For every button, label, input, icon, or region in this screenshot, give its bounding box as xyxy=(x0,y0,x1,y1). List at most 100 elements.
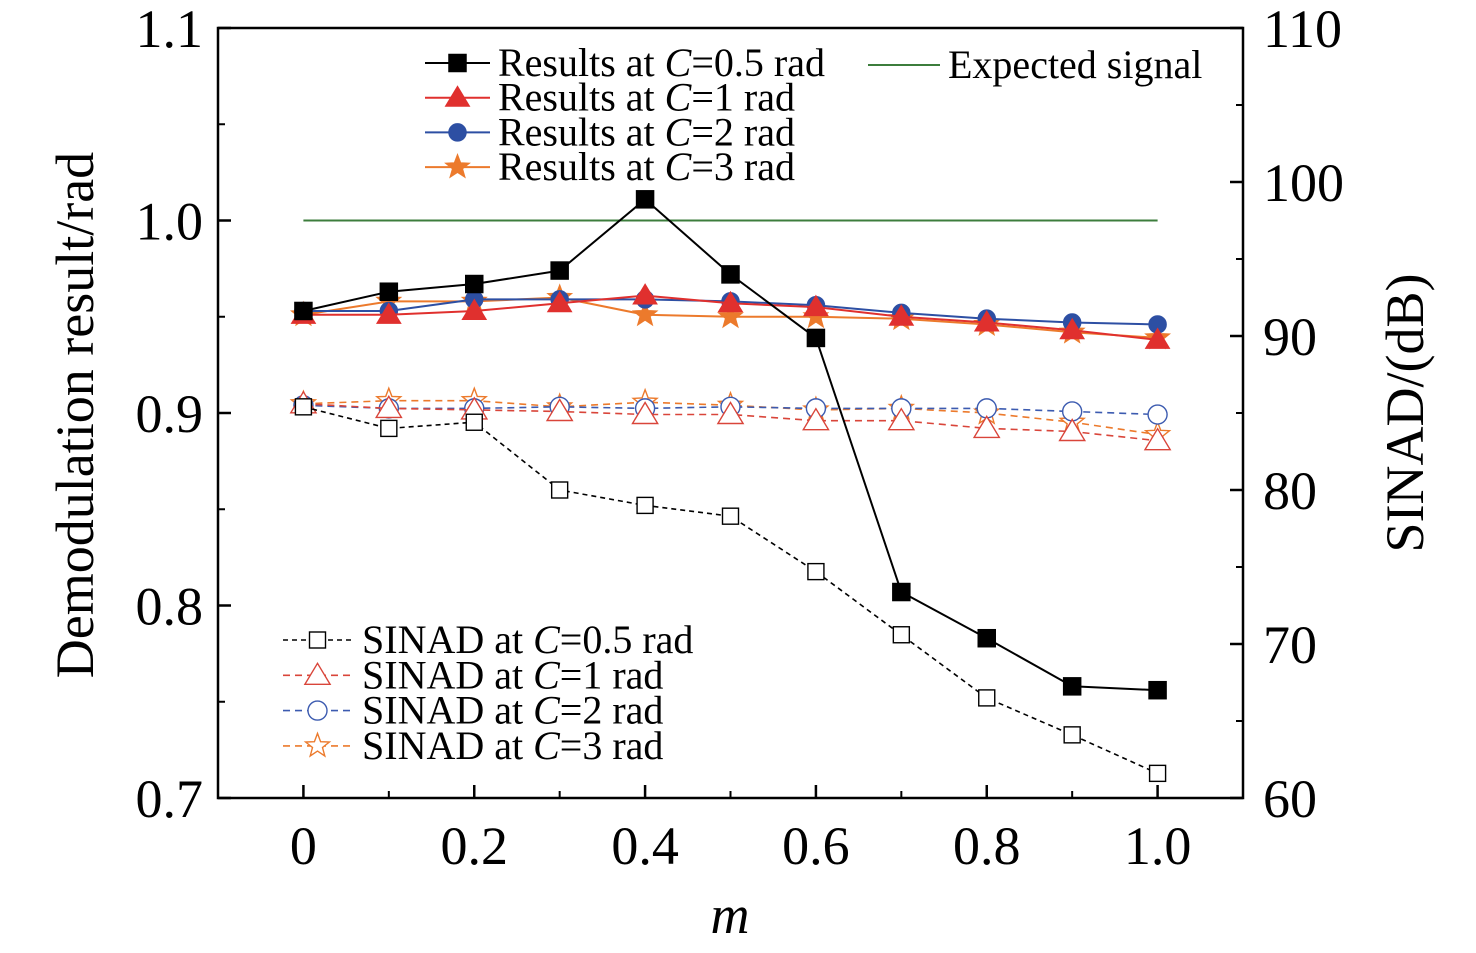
legend-entry-sinad-at-c-0-5-rad: SINAD at C=0.5 rad xyxy=(283,617,693,662)
results-at-c-1-rad-point xyxy=(803,294,829,317)
results-at-c-0-5-rad-point xyxy=(635,190,655,209)
sinad-at-c-0-5-rad-point xyxy=(978,689,996,707)
results-at-c-1-rad-point xyxy=(546,290,573,313)
legend-label: Results at C=1 rad xyxy=(498,75,795,120)
results-at-c-0-5-rad-point xyxy=(892,582,911,602)
y-axis-label: Demodulation result/rad xyxy=(45,152,105,678)
results-at-c-1-rad-point xyxy=(1059,317,1086,340)
sinad-at-c-0-5-rad-point xyxy=(892,626,911,644)
legend-entry-results-at-c-1-rad: Results at C=1 rad xyxy=(425,75,795,120)
legend-entry-sinad-at-c-3-rad: SINAD at C=3 rad xyxy=(283,723,663,768)
sinad-at-c-0-5-rad-point xyxy=(550,481,569,499)
legend-marker xyxy=(307,700,328,721)
sinad-at-c-0-5-rad-point xyxy=(1063,726,1081,744)
legend-label: SINAD at C=0.5 rad xyxy=(362,617,693,662)
y-tick-label: 0.8 xyxy=(136,577,204,637)
legend-marker xyxy=(444,85,471,107)
results-at-c-0-5-rad-point xyxy=(1062,677,1082,696)
legend-entry-results-at-c-0-5-rad: Results at C=0.5 rad xyxy=(425,40,825,85)
sinad-at-c-1-rad-point xyxy=(802,407,830,431)
results-at-c-0-5-rad-point xyxy=(379,282,399,301)
y2-axis-label: SINAD/(dB) xyxy=(1375,274,1435,553)
sinad-at-c-0-5-rad-point xyxy=(807,562,825,581)
x-tick-label: 0.2 xyxy=(441,816,509,876)
results-at-c-1-rad-point xyxy=(375,302,402,324)
sinad-at-c-1-rad-point xyxy=(1058,418,1087,442)
x-tick-label: 0.6 xyxy=(782,816,850,876)
legend-marker xyxy=(448,123,467,142)
legend-label: Results at C=2 rad xyxy=(498,109,795,154)
sinad-at-c-0-5-rad-point xyxy=(1148,764,1167,783)
y-tick-label: 1.0 xyxy=(136,192,204,252)
results-at-c-0-5-rad-point xyxy=(465,274,484,294)
sinad-at-c-1-rad-point xyxy=(1143,427,1172,451)
sinad-at-c-0-5-rad-line xyxy=(303,406,1158,775)
legend-label: Results at C=3 rad xyxy=(498,144,795,189)
sinad-at-c-2-rad-point xyxy=(976,398,997,419)
legend-label: Expected signal xyxy=(948,42,1202,87)
y2-tick-label: 110 xyxy=(1263,0,1342,59)
legend-label: SINAD at C=3 rad xyxy=(362,723,663,768)
results-at-c-0-5-rad-point xyxy=(1148,680,1167,700)
legend-marker xyxy=(448,53,467,73)
legend-label: Results at C=0.5 rad xyxy=(498,40,825,85)
results-at-c-1-rad-point xyxy=(973,310,1000,332)
sinad-at-c-1-rad-point xyxy=(631,401,659,425)
sinad-at-c-2-rad-line xyxy=(303,404,1158,416)
sinad-at-c-0-5-rad-point xyxy=(721,507,740,525)
legend-entry-expected-signal: Expected signal xyxy=(868,42,1202,87)
results-at-c-1-rad-point xyxy=(888,304,915,326)
y2-tick-label: 80 xyxy=(1263,461,1317,521)
axes: 0 0.2 0.4 0.6 0.8 1.0 0.7 0.8 0.9 1.0 1.1 60 70 80 90 1… xyxy=(136,0,1345,876)
x-axis-label: m xyxy=(711,885,750,945)
legend-label: SINAD at C=2 rad xyxy=(362,688,663,733)
x-tick-label: 0.4 xyxy=(611,816,679,876)
series-layer xyxy=(289,190,1172,783)
y-tick-label: 0.9 xyxy=(136,384,204,444)
sinad-at-c-2-rad-point xyxy=(1061,401,1083,422)
results-at-c-0-5-rad-point xyxy=(721,265,740,284)
sinad-at-c-0-5-rad-point xyxy=(380,419,398,438)
legend-marker xyxy=(444,152,471,179)
results-at-c-0-5-rad-series xyxy=(294,190,1167,700)
sinad-at-c-1-rad-point xyxy=(374,395,403,419)
legend-label: SINAD at C=1 rad xyxy=(362,652,663,697)
sinad-at-c-1-rad-line xyxy=(303,403,1158,442)
x-tick-label: 1.0 xyxy=(1124,816,1192,876)
results-at-c-0-5-rad-point xyxy=(806,328,826,348)
sinad-at-c-1-rad-point xyxy=(716,401,745,425)
x-tick-label: 0 xyxy=(290,816,317,876)
y-tick-label: 1.1 xyxy=(136,0,204,59)
results-at-c-1-rad-series xyxy=(290,283,1171,349)
legend-marker xyxy=(308,631,327,649)
sinad-at-c-0-5-rad-point xyxy=(465,413,483,431)
results-at-c-1-rad-point xyxy=(717,290,744,313)
results-at-c-3-rad-point xyxy=(631,300,659,327)
x-tick-label: 0.8 xyxy=(953,816,1021,876)
results-at-c-3-rad-point xyxy=(717,302,744,329)
sinad-at-c-1-rad-point xyxy=(972,415,1001,439)
results-at-c-0-5-rad-point xyxy=(550,261,569,280)
y2-tick-label: 60 xyxy=(1263,769,1317,829)
sinad-at-c-0-5-rad-point xyxy=(636,496,654,515)
sinad-at-c-2-rad-point xyxy=(1147,404,1168,425)
results-at-c-1-rad-point xyxy=(632,283,658,305)
y2-tick-label: 100 xyxy=(1263,153,1344,213)
y-tick-label: 0.7 xyxy=(136,769,204,829)
y2-tick-label: 70 xyxy=(1263,615,1317,675)
y2-tick-label: 90 xyxy=(1263,307,1317,367)
results-at-c-0-5-rad-point xyxy=(294,301,313,321)
results-at-c-0-5-rad-point xyxy=(977,628,996,648)
legend-entry-results-at-c-2-rad: Results at C=2 rad xyxy=(425,109,795,154)
sinad-at-c-0-5-rad-point xyxy=(294,398,313,416)
legend-entry-results-at-c-3-rad: Results at C=3 rad xyxy=(425,144,795,189)
legend-marker xyxy=(303,661,332,685)
sinad-at-c-0-5-rad-series xyxy=(294,398,1167,783)
sinad-at-c-3-rad-line xyxy=(303,399,1158,436)
legend-entry-sinad-at-c-1-rad: SINAD at C=1 rad xyxy=(283,652,663,697)
sinad-at-c-1-rad-point xyxy=(545,398,574,422)
results-at-c-1-rad-point xyxy=(461,298,488,320)
sinad-at-c-1-rad-point xyxy=(887,407,916,431)
